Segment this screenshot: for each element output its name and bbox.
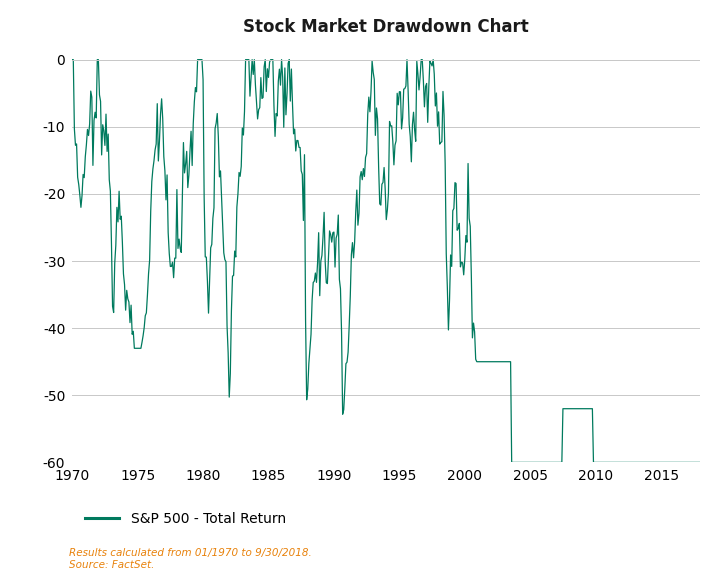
Text: Results calculated from 01/1970 to 9/30/2018.: Results calculated from 01/1970 to 9/30/… — [69, 548, 311, 558]
Legend: S&P 500 - Total Return: S&P 500 - Total Return — [79, 507, 291, 532]
Text: Source: FactSet.: Source: FactSet. — [69, 560, 154, 569]
Title: Stock Market Drawdown Chart: Stock Market Drawdown Chart — [243, 18, 529, 36]
